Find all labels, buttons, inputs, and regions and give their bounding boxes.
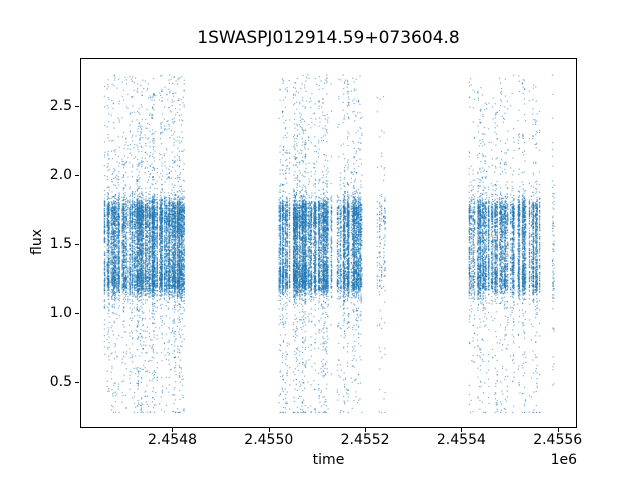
x-axis-offset-label: 1e6 (550, 452, 577, 468)
x-tick-mark (172, 428, 174, 432)
y-tick-mark (75, 243, 79, 245)
x-tick-label: 2.4554 (436, 432, 486, 448)
y-tick-mark (75, 174, 79, 176)
y-tick-label: 2.0 (49, 166, 72, 183)
y-tick-label: 2.5 (49, 97, 72, 114)
x-tick-label: 2.4548 (147, 432, 197, 448)
x-tick-label: 2.4552 (340, 432, 390, 448)
y-tick-label: 1.5 (49, 235, 72, 252)
chart-title: 1SWASPJ012914.59+073604.8 (197, 28, 460, 48)
y-tick-label: 1.0 (49, 304, 72, 321)
x-tick-mark (365, 428, 367, 432)
y-tick-label: 0.5 (49, 373, 72, 390)
y-tick-mark (75, 381, 79, 383)
x-tick-mark (557, 428, 559, 432)
x-tick-label: 2.4556 (533, 432, 583, 448)
y-axis-label: flux (29, 229, 45, 255)
plot-area (80, 58, 577, 428)
scatter-points-canvas (81, 59, 576, 427)
y-tick-mark (75, 312, 79, 314)
x-axis-label: time (312, 452, 345, 468)
x-tick-mark (268, 428, 270, 432)
x-tick-label: 2.4550 (244, 432, 294, 448)
y-tick-mark (75, 105, 79, 107)
x-tick-mark (461, 428, 463, 432)
